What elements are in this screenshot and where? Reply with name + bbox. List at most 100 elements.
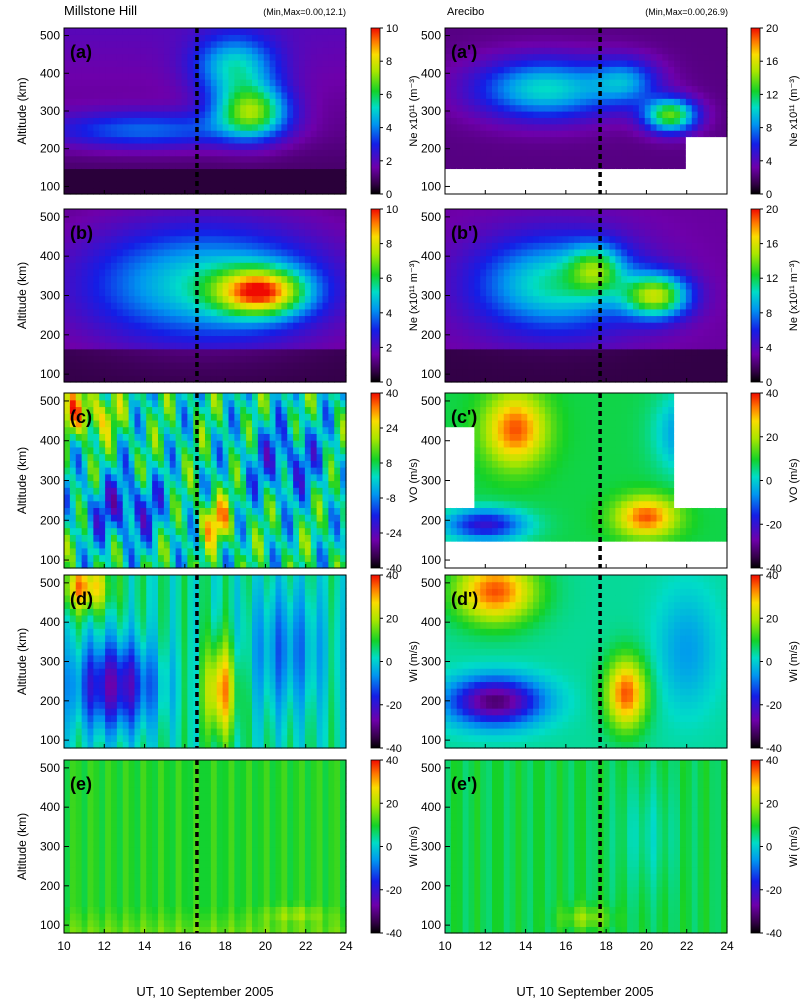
heatmap-cell	[182, 575, 188, 582]
heatmap-cell	[252, 602, 258, 609]
heatmap-cell	[229, 309, 235, 316]
heatmap-cell	[240, 648, 246, 655]
heatmap-cell	[146, 635, 152, 642]
heatmap-cell	[111, 487, 117, 494]
heatmap-cell	[111, 440, 117, 447]
heatmap-cell	[223, 481, 229, 488]
heatmap-cell	[287, 222, 293, 229]
heatmap-cell	[223, 447, 229, 454]
heatmap-cell	[158, 642, 164, 649]
heatmap-cell	[146, 181, 152, 188]
heatmap-cell	[111, 668, 117, 675]
heatmap-cell	[117, 642, 123, 649]
heatmap-cell	[70, 393, 76, 400]
heatmap-cell	[88, 369, 94, 376]
heatmap-cell	[317, 355, 323, 362]
heatmap-cell	[234, 322, 240, 329]
heatmap-cell	[281, 501, 287, 508]
heatmap-cell	[264, 73, 270, 80]
heatmap-cell	[305, 276, 311, 283]
heatmap-cell	[76, 728, 82, 735]
heatmap-cell	[140, 534, 146, 541]
heatmap-cell	[158, 454, 164, 461]
heatmap-cell	[299, 433, 305, 440]
heatmap-cell	[99, 602, 105, 609]
heatmap-cell	[182, 642, 188, 649]
heatmap-cell	[258, 289, 264, 296]
heatmap-cell	[317, 474, 323, 481]
heatmap-cell	[211, 541, 217, 548]
heatmap-cell	[240, 149, 246, 156]
heatmap-cell	[328, 175, 334, 182]
heatmap-cell	[328, 413, 334, 420]
heatmap-cell	[99, 447, 105, 454]
heatmap-cell	[311, 501, 317, 508]
heatmap-cell	[305, 249, 311, 256]
heatmap-cell	[70, 73, 76, 80]
heatmap-cell	[334, 98, 340, 105]
heatmap-cell	[152, 467, 158, 474]
heatmap-cell	[199, 92, 205, 99]
heatmap-cell	[88, 548, 94, 555]
heatmap-cell	[311, 34, 317, 41]
heatmap-cell	[105, 688, 111, 695]
heatmap-cell	[305, 85, 311, 92]
heatmap-cell	[270, 162, 276, 169]
heatmap-cell	[276, 548, 282, 555]
heatmap-cell	[276, 98, 282, 105]
heatmap-cell	[264, 575, 270, 582]
heatmap-cell	[258, 735, 264, 742]
heatmap-cell	[187, 124, 193, 131]
heatmap-cell	[217, 349, 223, 356]
heatmap-cell	[76, 282, 82, 289]
heatmap-cell	[334, 507, 340, 514]
heatmap-cell	[176, 440, 182, 447]
heatmap-cell	[135, 242, 141, 249]
heatmap-cell	[135, 507, 141, 514]
heatmap-cell	[234, 262, 240, 269]
heatmap-cell	[246, 309, 252, 316]
heatmap-cell	[176, 715, 182, 722]
heatmap-cell	[164, 721, 170, 728]
heatmap-cell	[252, 487, 258, 494]
heatmap-cell	[246, 282, 252, 289]
heatmap-cell	[287, 481, 293, 488]
heatmap-cell	[64, 124, 70, 131]
heatmap-cell	[146, 66, 152, 73]
heatmap-cell	[323, 309, 329, 316]
heatmap-cell	[299, 642, 305, 649]
heatmap-cell	[93, 355, 99, 362]
heatmap-cell	[93, 528, 99, 535]
heatmap-cell	[258, 642, 264, 649]
heatmap-cell	[287, 681, 293, 688]
heatmap-cell	[211, 534, 217, 541]
heatmap-cell	[234, 349, 240, 356]
heatmap-cell	[123, 688, 129, 695]
heatmap-cell	[234, 369, 240, 376]
heatmap-cell	[293, 249, 299, 256]
heatmap-cell	[140, 362, 146, 369]
heatmap-cell	[140, 635, 146, 642]
heatmap-cell	[240, 335, 246, 342]
heatmap-cell	[135, 249, 141, 256]
heatmap-cell	[105, 209, 111, 216]
heatmap-cell	[276, 137, 282, 144]
heatmap-cell	[76, 302, 82, 309]
heatmap-cell	[123, 124, 129, 131]
heatmap-cell	[158, 98, 164, 105]
heatmap-cell	[258, 92, 264, 99]
heatmap-cell	[164, 242, 170, 249]
heatmap-cell	[293, 168, 299, 175]
heatmap-cell	[82, 735, 88, 742]
heatmap-cell	[270, 602, 276, 609]
heatmap-cell	[205, 296, 211, 303]
heatmap-cell	[135, 662, 141, 669]
heatmap-cell	[311, 289, 317, 296]
heatmap-cell	[211, 615, 217, 622]
heatmap-cell	[299, 668, 305, 675]
heatmap-cell	[152, 111, 158, 118]
heatmap-cell	[158, 588, 164, 595]
heatmap-cell	[105, 329, 111, 336]
heatmap-cell	[334, 34, 340, 41]
heatmap-cell	[264, 296, 270, 303]
